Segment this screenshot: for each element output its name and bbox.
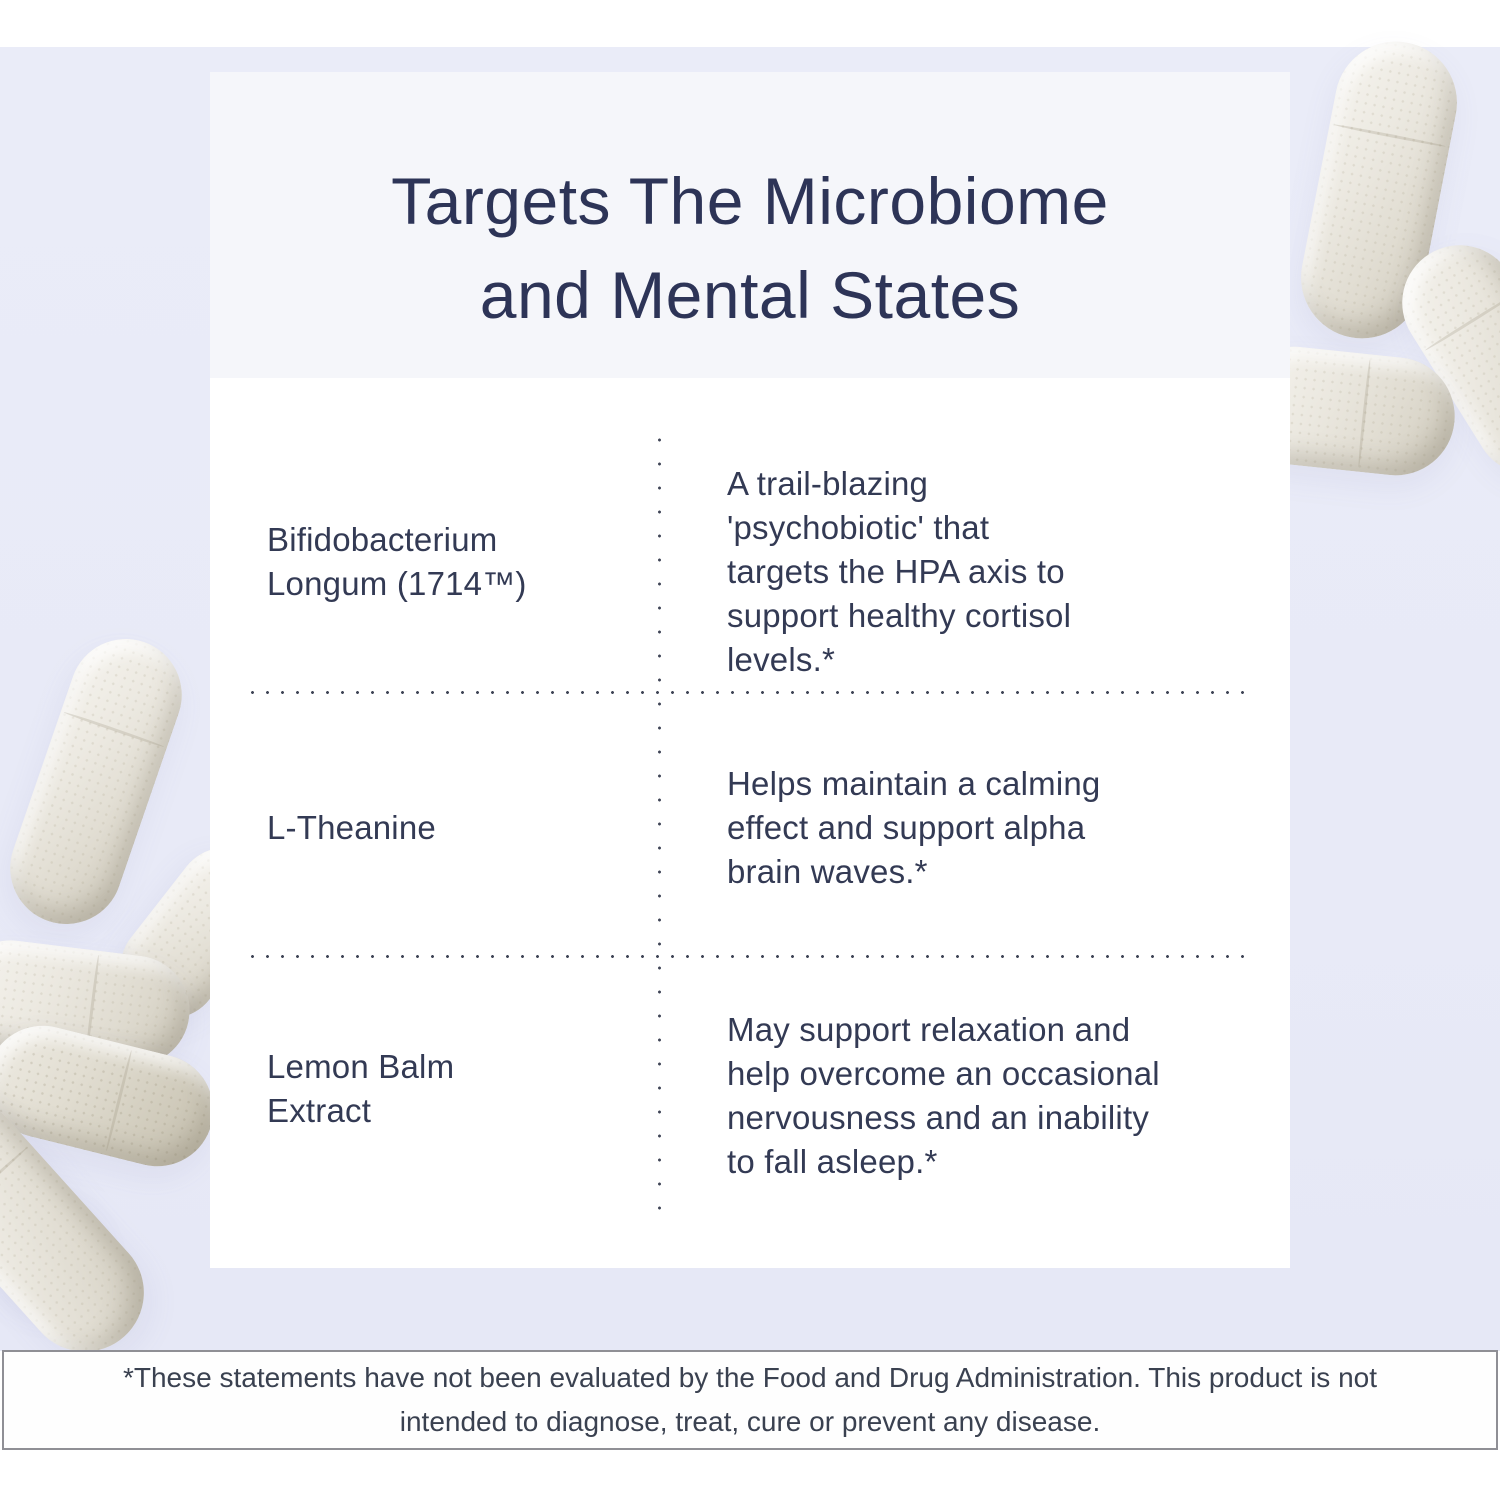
ingredient-name-l-theanine: L-Theanine: [267, 809, 436, 846]
row-dotted-separator: [245, 691, 1250, 694]
ingredient-benefit-bifidobacterium: A trail-blazing 'psychobiotic' that targ…: [727, 465, 1072, 678]
info-card: Targets The Microbiome and Mental States…: [210, 72, 1290, 1268]
row-dotted-separator: [245, 955, 1250, 958]
page-title: Targets The Microbiome and Mental States: [391, 164, 1109, 332]
fda-disclaimer-text: *These statements have not been evaluate…: [122, 1362, 1377, 1437]
ingredient-benefit-l-theanine: Helps maintain a calming effect and supp…: [727, 765, 1101, 890]
disclaimer-bar: *These statements have not been evaluate…: [2, 1350, 1498, 1450]
ingredient-name-lemon-balm: Lemon Balm Extract: [267, 1048, 455, 1129]
card-header-band: [210, 72, 1290, 378]
vertical-dotted-divider: [658, 428, 661, 1222]
ingredient-name-bifidobacterium: Bifidobacterium Longum (1714™): [267, 521, 527, 602]
ingredient-benefit-lemon-balm: May support relaxation and help overcome…: [727, 1011, 1160, 1180]
